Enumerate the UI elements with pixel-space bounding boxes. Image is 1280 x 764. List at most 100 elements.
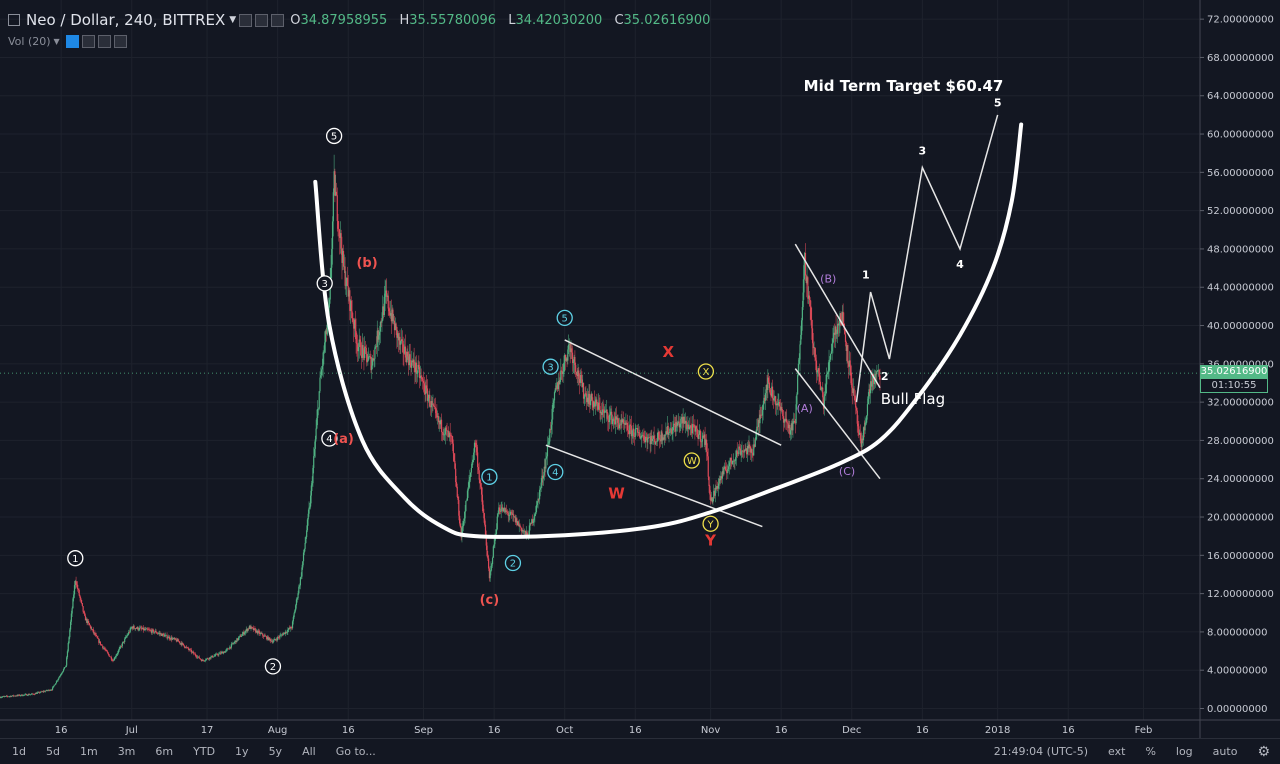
close-icon[interactable] — [113, 35, 127, 48]
chevron-down-icon[interactable]: ▼ — [229, 15, 237, 25]
candle-body — [300, 576, 302, 578]
candle-body — [719, 478, 721, 481]
candle-body — [478, 470, 480, 480]
candle-body — [178, 641, 180, 642]
candle-body — [269, 637, 271, 640]
candle-body — [565, 358, 567, 361]
chart-grid — [0, 0, 1200, 720]
candle-body — [641, 434, 643, 436]
candle-body — [351, 311, 353, 319]
candle-body — [202, 659, 204, 661]
y-tick-label: 52.00000000 — [1207, 206, 1274, 217]
gear-icon[interactable]: ⚙ — [1257, 743, 1270, 760]
candle-body — [493, 544, 495, 547]
candle-body — [584, 393, 586, 397]
wave-marker-circle — [683, 452, 700, 469]
candle-body — [779, 406, 781, 411]
timeframe-1m[interactable]: 1m — [79, 745, 98, 758]
candle-body — [615, 416, 618, 420]
symbol-title[interactable]: Neo / Dollar, 240, BITTREX — [26, 11, 226, 29]
candle-body — [519, 524, 521, 527]
timeframe-1y[interactable]: 1y — [235, 745, 249, 758]
candle-body — [187, 647, 189, 650]
candle-body — [108, 654, 110, 657]
y-axis: 72.00000000 68.00000000 64.00000000 60.0000… — [1200, 15, 1274, 715]
candle-body — [731, 460, 733, 464]
eye-icon[interactable] — [65, 35, 79, 48]
timeframe-ytd[interactable]: YTD — [193, 745, 216, 758]
candle-body — [540, 482, 542, 488]
candle-body — [866, 415, 868, 423]
more-icon[interactable] — [271, 13, 285, 27]
candle-body — [250, 626, 252, 629]
add-icon[interactable] — [97, 35, 111, 48]
candle-body — [204, 660, 206, 662]
candle-body — [248, 625, 251, 629]
candle-body — [477, 452, 479, 468]
eye-icon[interactable] — [239, 13, 253, 27]
candle-body — [269, 639, 272, 642]
candle-body — [640, 435, 643, 438]
candle-body — [208, 658, 210, 660]
candle-body — [378, 335, 380, 340]
candle-body — [411, 360, 413, 368]
candle-body — [338, 228, 340, 230]
candle-body — [159, 633, 161, 634]
candle-body — [280, 634, 283, 636]
price-chart[interactable]: 12345(a)(b)(c)12345XXWWYY(A)(B)(C)12345M… — [0, 0, 1280, 738]
candle-body — [570, 348, 572, 352]
settings-icon[interactable] — [255, 13, 269, 27]
candle-body — [856, 410, 858, 424]
h-label: H — [399, 12, 410, 28]
goto-button[interactable]: Go to... — [335, 745, 376, 758]
candle-body — [665, 431, 667, 436]
candle-body — [550, 424, 552, 430]
candle-body — [753, 444, 755, 456]
timeframe-1d[interactable]: 1d — [12, 745, 26, 758]
candle-body — [863, 427, 865, 431]
x-tick-label: Sep — [414, 725, 433, 736]
candle-body — [313, 448, 316, 457]
candle-body — [583, 396, 585, 399]
timeframe-3m[interactable]: 3m — [117, 745, 136, 758]
candle-body — [233, 643, 235, 644]
collapse-icon[interactable] — [8, 14, 20, 26]
candle-body — [462, 526, 464, 528]
candle-body — [488, 568, 491, 579]
candle-body — [302, 561, 304, 568]
ext-toggle[interactable]: ext — [1108, 745, 1126, 758]
candle-body — [111, 659, 113, 661]
timeframe-5y[interactable]: 5y — [268, 745, 283, 758]
candle-body — [808, 295, 810, 299]
volume-label[interactable]: Vol (20) — [8, 35, 51, 48]
candle-body — [406, 352, 408, 363]
settings-icon[interactable] — [81, 35, 95, 48]
percent-toggle[interactable]: % — [1145, 745, 1156, 758]
candle-body — [846, 344, 848, 351]
candle-body — [465, 500, 467, 511]
candle-body — [288, 628, 290, 630]
candle-body — [545, 458, 547, 469]
candle-body — [392, 309, 394, 322]
y-tick-label: 0.00000000 — [1207, 704, 1267, 715]
candle-body — [791, 423, 793, 431]
candle-body — [244, 632, 246, 635]
chevron-down-icon[interactable]: ▼ — [53, 37, 60, 46]
candle-body — [844, 334, 847, 343]
candle-body — [706, 439, 708, 452]
clock[interactable]: 21:49:04 (UTC-5) — [993, 745, 1089, 758]
candle-body — [489, 571, 491, 579]
candle-body — [191, 651, 193, 653]
timeframe-6m[interactable]: 6m — [155, 745, 174, 758]
auto-toggle[interactable]: auto — [1212, 745, 1238, 758]
timeframe-all[interactable]: All — [302, 745, 316, 758]
candle-body — [494, 535, 496, 545]
candle-body — [696, 428, 698, 435]
timeframe-5d[interactable]: 5d — [45, 745, 60, 758]
candle-body — [435, 409, 437, 414]
log-toggle[interactable]: log — [1175, 745, 1193, 758]
candle-body — [372, 358, 374, 361]
candle-body — [579, 374, 581, 383]
candle-body — [875, 373, 877, 375]
candle-body — [709, 494, 712, 501]
